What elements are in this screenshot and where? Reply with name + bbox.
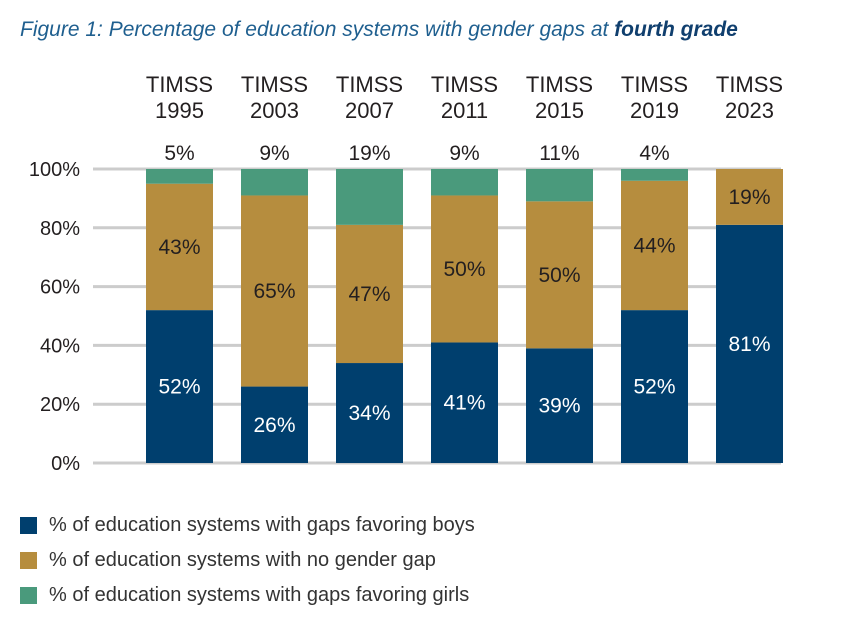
bar-segment-boys bbox=[336, 363, 403, 463]
figure-title-prefix: Figure 1: Percentage of education system… bbox=[20, 18, 615, 41]
bar-segment-boys bbox=[716, 224, 783, 463]
y-tick-label: 80% bbox=[40, 218, 80, 240]
category-label-line1: TIMSS bbox=[526, 72, 593, 97]
category-label-line2: 2003 bbox=[250, 98, 299, 123]
data-label-girls: 19% bbox=[348, 142, 390, 165]
bar-segment-boys bbox=[621, 310, 688, 463]
data-label-girls: 9% bbox=[259, 142, 289, 165]
legend-label-no-gap: % of education systems with no gender ga… bbox=[49, 549, 436, 571]
data-label-boys: 41% bbox=[443, 392, 485, 415]
legend-item-no-gap: % of education systems with no gender ga… bbox=[20, 543, 475, 578]
data-label-boys: 34% bbox=[348, 402, 390, 425]
bar-segment-girls bbox=[431, 169, 498, 196]
legend-swatch-no-gap bbox=[20, 552, 37, 569]
chart-legend: % of education systems with gaps favorin… bbox=[20, 508, 475, 613]
bar-segment-girls bbox=[621, 169, 688, 181]
category-label-line2: 1995 bbox=[155, 98, 204, 123]
y-tick-label: 20% bbox=[40, 394, 80, 416]
bar-segment-no-gap bbox=[526, 201, 593, 349]
data-label-no-gap: 50% bbox=[538, 264, 580, 287]
data-label-girls: 11% bbox=[539, 142, 579, 165]
bar-segment-girls bbox=[146, 169, 213, 184]
y-tick-label: 40% bbox=[40, 335, 80, 357]
data-label-no-gap: 19% bbox=[728, 186, 770, 209]
category-label-line1: TIMSS bbox=[621, 72, 688, 97]
category-label-line2: 2015 bbox=[535, 98, 584, 123]
bar-segment-boys bbox=[526, 348, 593, 463]
bar-segment-no-gap bbox=[336, 224, 403, 364]
bar-segment-no-gap bbox=[146, 183, 213, 311]
category-label-line1: TIMSS bbox=[336, 72, 403, 97]
data-label-girls: 5% bbox=[164, 142, 194, 165]
bar-segment-no-gap bbox=[431, 195, 498, 343]
data-label-no-gap: 65% bbox=[253, 280, 295, 303]
data-label-no-gap: 44% bbox=[633, 234, 675, 257]
bar-segment-no-gap bbox=[716, 169, 783, 225]
data-label-no-gap: 50% bbox=[443, 258, 485, 281]
bar-segment-no-gap bbox=[621, 180, 688, 311]
data-label-girls: 4% bbox=[639, 142, 669, 165]
category-label-line2: 2007 bbox=[345, 98, 394, 123]
data-label-boys: 52% bbox=[633, 376, 675, 399]
y-tick-label: 100% bbox=[29, 159, 80, 181]
bar-segment-girls bbox=[241, 169, 308, 196]
data-label-boys: 26% bbox=[253, 414, 295, 437]
bar-segment-boys bbox=[146, 310, 213, 463]
category-label-line1: TIMSS bbox=[241, 72, 308, 97]
y-tick-label: 0% bbox=[51, 453, 80, 475]
category-label-line1: TIMSS bbox=[431, 72, 498, 97]
legend-swatch-girls bbox=[20, 587, 37, 604]
category-label-line1: TIMSS bbox=[716, 72, 783, 97]
legend-swatch-boys bbox=[20, 517, 37, 534]
category-label-line2: 2011 bbox=[441, 98, 488, 123]
bar-segment-boys bbox=[241, 386, 308, 463]
category-label-line2: 2023 bbox=[725, 98, 774, 123]
category-label-line2: 2019 bbox=[630, 98, 679, 123]
category-label-line1: TIMSS bbox=[146, 72, 213, 97]
legend-label-boys: % of education systems with gaps favorin… bbox=[49, 514, 475, 536]
data-label-boys: 52% bbox=[158, 376, 200, 399]
bar-segment-girls bbox=[526, 169, 593, 202]
stacked-bar-chart: 0%20%40%60%80%100%TIMSS199552%43%5%TIMSS… bbox=[29, 72, 783, 475]
legend-item-boys: % of education systems with gaps favorin… bbox=[20, 508, 475, 543]
y-tick-label: 60% bbox=[40, 277, 80, 299]
data-label-no-gap: 43% bbox=[158, 236, 200, 259]
data-label-boys: 39% bbox=[538, 395, 580, 418]
bar-segment-girls bbox=[336, 169, 403, 225]
figure-title-emphasis: fourth grade bbox=[614, 18, 738, 41]
data-label-girls: 9% bbox=[449, 142, 479, 165]
legend-label-girls: % of education systems with gaps favorin… bbox=[49, 584, 470, 606]
data-label-no-gap: 47% bbox=[348, 283, 390, 306]
bar-segment-no-gap bbox=[241, 195, 308, 387]
legend-item-girls: % of education systems with gaps favorin… bbox=[20, 578, 475, 613]
data-label-boys: 81% bbox=[728, 333, 770, 356]
bar-segment-boys bbox=[431, 342, 498, 463]
figure-title: Figure 1: Percentage of education system… bbox=[20, 18, 738, 42]
